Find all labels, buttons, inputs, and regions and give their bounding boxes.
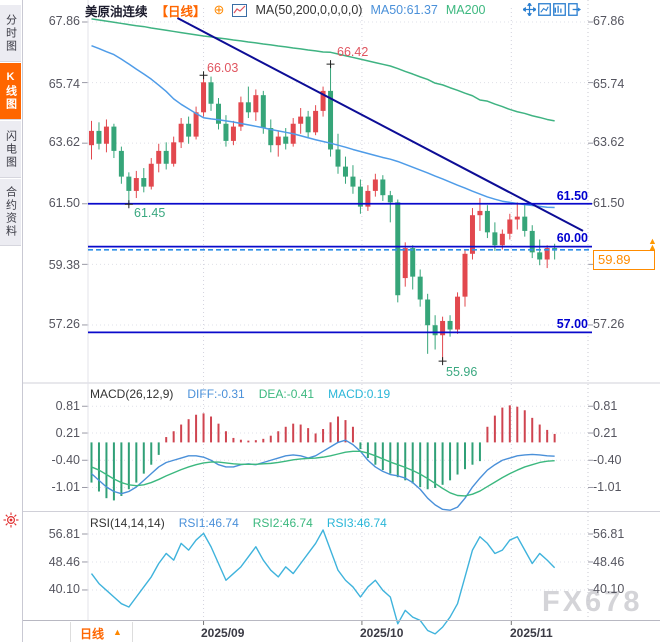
annotation-low: 61.45 [134,206,166,220]
rsi-axis-left-tick: 40.10 [48,582,80,596]
macd-axis-left-tick: 0.21 [55,426,80,440]
rsi-axis-right-tick: 48.46 [593,555,625,569]
rsi-axis-left-tick: 56.81 [48,527,80,541]
period-tag[interactable]: 【日线】 [155,4,206,19]
level-label-60-00: 60.00 [556,231,588,245]
macd-axis-right-tick: -1.01 [593,480,622,494]
sidebar-tab-kline-chart[interactable]: K线图 [0,63,21,120]
current-price-box: 59.89 [593,250,655,270]
main-axis-right-tick: 57.26 [593,317,625,331]
bottom-separator [132,622,133,642]
sidebar-tab-lightning-chart[interactable]: 闪电图 [0,121,21,178]
panel-layout-icon[interactable] [553,3,566,16]
macd-title[interactable]: MACD(26,12,9) [90,387,174,401]
rsi3-value: RSI3:46.74 [326,516,387,530]
rsi1-value: RSI1:46.74 [178,516,239,530]
time-axis-bar: 日线 ▲ 2025/09 2025/10 2025/11 [0,620,660,642]
macd-header: MACD(26,12,9) DIFF:-0.31 DEA:-0.41 MACD:… [90,387,390,401]
pop-out-icon[interactable] [568,3,581,16]
indicator-label[interactable]: MA(50,200,0,0,0,0) [255,3,363,17]
chart-header: 美原油连续 【日线】 ⊕ MA(50,200,0,0,0,0) MA50:61.… [85,2,486,19]
rsi-axis-left-tick: 48.46 [48,555,80,569]
level-label-57-00: 57.00 [556,317,588,331]
sidebar-tab-label: K线图 [4,71,17,111]
macd-axis-left-tick: -0.40 [51,453,81,467]
period-selector[interactable]: 日线 [80,627,105,641]
macd-dea-value: DEA:-0.41 [258,387,315,401]
period-arrow-icon[interactable]: ▲ [113,627,122,637]
ma50-value: MA50:61.37 [370,3,438,17]
annotation-high: 66.42 [337,45,369,59]
rsi-axis-right-tick: 40.10 [593,582,625,596]
sidebar-tab-contract-info[interactable]: 合约资料 [0,179,21,246]
sidebar: 分时图 K线图 闪电图 合约资料 [0,0,23,642]
watermark: FX678 [542,586,643,618]
sidebar-tab-label: 分时图 [4,13,17,53]
sidebar-tab-label: 合约资料 [4,186,17,238]
main-axis-left-tick: 63.62 [48,135,80,149]
annotation-low: 55.96 [446,365,478,379]
fit-scale-icon[interactable] [538,3,551,16]
main-axis-left-tick: 57.26 [48,317,80,331]
rsi-header: RSI(14,14,14) RSI1:46.74 RSI2:46.74 RSI3… [90,516,387,530]
symbol-name: 美原油连续 [85,4,148,19]
date-tick-label: 2025/09 [201,626,245,640]
ma200-value: MA200 [445,3,486,17]
macd-axis-right-tick: 0.81 [593,399,618,413]
main-axis-left-tick: 67.86 [48,14,80,28]
macd-axis-right-tick: -0.40 [593,453,622,467]
kline-mini-icon [232,3,248,17]
date-tick-label: 2025/10 [360,626,404,640]
date-tick-label: 2025/11 [510,626,553,640]
main-axis-right-tick: 67.86 [593,14,625,28]
alert-icon[interactable] [3,512,19,528]
sidebar-tab-time-chart[interactable]: 分时图 [0,5,21,62]
main-axis-left-tick: 61.50 [48,196,80,210]
sidebar-tab-label: 闪电图 [4,129,17,169]
macd-value: MACD:0.19 [328,387,391,401]
price-up-arrows-icon: ▲ ▲ [648,236,657,252]
main-axis-right-tick: 63.62 [593,135,625,149]
rsi-axis-right-tick: 56.81 [593,527,625,541]
rsi2-value: RSI2:46.74 [252,516,313,530]
zoom-plus-icon[interactable]: ⊕ [213,2,225,17]
macd-axis-left-tick: -1.01 [51,480,81,494]
rsi-title[interactable]: RSI(14,14,14) [90,516,165,530]
macd-diff-value: DIFF:-0.31 [187,387,245,401]
main-axis-left-tick: 59.38 [48,258,80,272]
main-axis-right-tick: 65.74 [593,77,625,91]
pan-icon[interactable] [523,3,536,16]
bottom-separator [70,622,71,642]
macd-axis-right-tick: 0.21 [593,426,618,440]
level-label-61-50: 61.50 [556,189,588,203]
main-axis-right-tick: 61.50 [593,196,625,210]
macd-axis-left-tick: 0.81 [55,399,80,413]
main-axis-left-tick: 65.74 [48,77,80,91]
annotation-high: 66.03 [207,61,239,75]
